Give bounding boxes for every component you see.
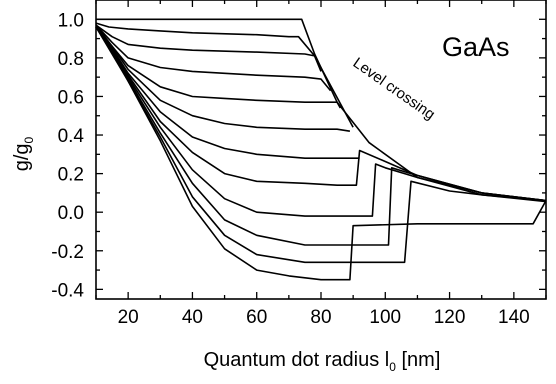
series-line-3 [95,24,322,72]
x-axis-label-subscript: 0 [389,360,396,374]
curves-group [95,18,547,281]
series-line-2 [95,22,354,128]
y-tick-label-6: -0.2 [51,242,84,263]
series-line-5 [95,24,342,109]
series-line-9 [95,26,547,217]
series-line-10 [95,26,547,246]
x-tick-label-40: 40 [182,307,203,328]
y-axis-label-subscript: 0 [22,136,36,143]
x-tick-label-80: 80 [310,307,331,328]
tick-labels-group: 20 40 60 80 100 120 140 1.0 0.8 0.6 0.4 0.2 0.0 -0.2 -… [51,10,529,328]
x-tick-label-100: 100 [369,307,401,328]
x-axis-label-unit: [nm] [396,349,440,371]
level-crossing-annotation: Level crossing [350,54,438,123]
series-line-6 [95,26,351,132]
series-line-4 [95,24,332,92]
series-line-7 [95,26,360,159]
y-tick-label-7: -0.4 [51,280,84,301]
series-line-11 [95,26,547,264]
y-axis-label: g/g0 [11,136,36,171]
ticks-group [95,0,547,299]
y-tick-label-0: 1.0 [58,10,84,31]
y-tick-label-4: 0.2 [58,165,84,186]
y-axis-label-main: g/g [11,143,33,171]
y-tick-label-5: 0.0 [58,203,84,224]
x-tick-label-20: 20 [118,307,139,328]
series-line-8 [95,26,547,202]
material-label: GaAs [442,32,510,62]
x-axis-label: Quantum dot radius l0 [nm] [204,349,441,374]
x-tick-label-140: 140 [498,307,530,328]
y-tick-label-2: 0.6 [58,87,84,108]
series-line-12 [95,26,547,281]
x-tick-label-60: 60 [246,307,267,328]
x-tick-label-120: 120 [434,307,466,328]
y-tick-label-1: 0.8 [58,49,84,70]
y-tick-label-3: 0.4 [58,126,85,147]
x-axis-label-main: Quantum dot radius l [204,349,390,371]
